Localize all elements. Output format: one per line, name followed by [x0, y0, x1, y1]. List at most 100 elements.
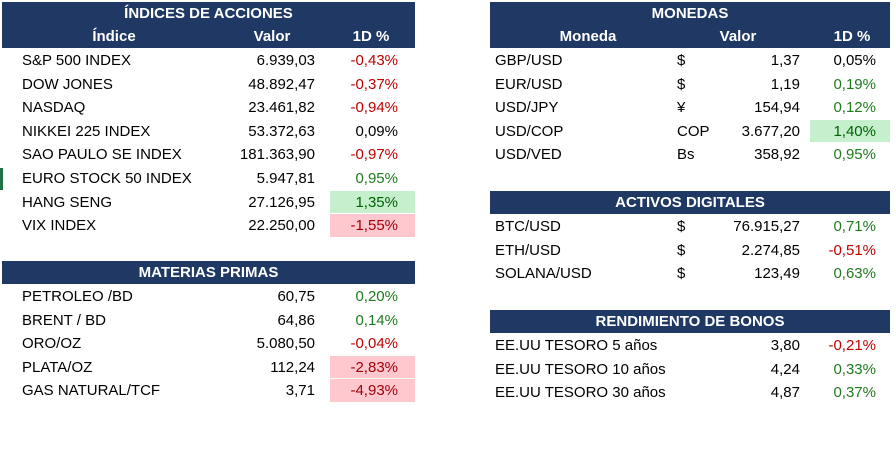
value-cell: ¥ — [677, 99, 686, 117]
name-cell: BTC/USD — [495, 218, 561, 235]
column-header: 1D % — [352, 28, 390, 45]
table-title: MATERIAS PRIMAS — [2, 261, 415, 284]
value-cell: 2.274,85 — [741, 241, 800, 259]
name-cell: USD/VED — [495, 146, 562, 164]
change-cell: 0,37% — [833, 384, 876, 402]
value-cell: $ — [677, 52, 686, 69]
value-cell: 1,37 — [770, 52, 800, 69]
change-cell: 0,95% — [355, 170, 398, 187]
table: MATERIAS PRIMAS PETROLEO /BD 60,75 0,20% BRE… — [2, 261, 415, 450]
name-cell: EE.UU TESORO 10 años — [495, 360, 666, 378]
value-cell: $ — [677, 265, 686, 283]
change-cell: -1,55% — [350, 217, 398, 235]
change-cell: -0,21% — [828, 337, 876, 354]
name-cell: NASDAQ — [22, 99, 86, 117]
value-cell: 76.915,27 — [733, 218, 800, 235]
column-header: Moneda — [559, 28, 617, 45]
name-cell: SAO PAULO SE INDEX — [22, 146, 182, 164]
change-cell: -2,83% — [350, 358, 398, 376]
change-cell: -0,94% — [350, 99, 398, 117]
value-cell: 60,75 — [277, 288, 315, 305]
value-cell: 4,87 — [770, 384, 800, 402]
name-cell: BRENT / BD — [22, 311, 106, 329]
value-cell: 64,86 — [277, 311, 315, 329]
change-cell: -0,43% — [350, 52, 398, 69]
column-header-row: Moneda Valor 1D % — [490, 25, 890, 48]
change-cell: 0,05% — [833, 52, 876, 69]
change-cell: 0,71% — [833, 218, 876, 235]
value-cell: 154,94 — [754, 99, 800, 117]
name-cell: EE.UU TESORO 30 años — [495, 384, 666, 402]
value-cell: 3.677,20 — [741, 122, 800, 140]
name-cell: USD/COP — [495, 122, 564, 140]
table: RENDIMIENTO DE BONOS EE.UU TESORO 5 años 3… — [490, 310, 890, 452]
value-cell: 27.126,95 — [248, 193, 315, 211]
name-cell: ORO/OZ — [22, 335, 82, 353]
value-cell: 1,19 — [770, 75, 800, 93]
value-cell: Bs — [677, 146, 695, 164]
name-cell: HANG SENG — [22, 193, 113, 211]
value-cell: 123,49 — [754, 265, 800, 283]
column-header: 1D % — [833, 28, 871, 45]
change-cell: -0,97% — [350, 146, 398, 164]
change-cell: 0,09% — [355, 122, 398, 140]
table: MONEDAS Moneda Valor 1D % GBP/USD $1,37 0,05% E… — [490, 2, 890, 191]
value-cell: $ — [677, 241, 686, 259]
value-cell: 112,24 — [270, 358, 315, 376]
value-cell: COP — [677, 122, 710, 140]
name-cell: GBP/USD — [495, 52, 563, 69]
value-cell: 5.947,81 — [256, 170, 315, 187]
table: ÍNDICES DE ACCIONES Índice Valor 1D % S&P 50… — [2, 2, 415, 262]
value-cell: 4,24 — [770, 360, 800, 378]
change-cell: 0,12% — [833, 99, 876, 117]
value-cell: 53.372,63 — [248, 122, 315, 140]
highlight-fill — [330, 214, 415, 237]
value-cell: 358,92 — [754, 146, 800, 164]
change-cell: 0,20% — [355, 288, 398, 305]
table-title: RENDIMIENTO DE BONOS — [490, 310, 890, 333]
name-cell: ETH/USD — [495, 241, 561, 259]
table-title: MONEDAS — [490, 2, 890, 25]
value-cell: 3,71 — [285, 382, 315, 400]
column-header: Valor — [719, 28, 757, 45]
name-cell: NIKKEI 225 INDEX — [22, 122, 151, 140]
name-cell: PETROLEO /BD — [22, 288, 133, 305]
name-cell: PLATA/OZ — [22, 358, 93, 376]
change-cell: 0,14% — [355, 311, 398, 329]
name-cell: USD/JPY — [495, 99, 559, 117]
highlight-fill — [330, 379, 415, 402]
value-cell: 3,80 — [770, 337, 800, 354]
change-cell: 0,95% — [833, 146, 876, 164]
name-cell: VIX INDEX — [22, 217, 97, 235]
change-cell: -0,04% — [350, 335, 398, 353]
column-header: Valor — [253, 28, 291, 45]
value-cell: $ — [677, 75, 686, 93]
change-cell: 1,40% — [833, 122, 876, 140]
name-cell: EURO STOCK 50 INDEX — [22, 170, 192, 187]
table: ACTIVOS DIGITALES BTC/USD $76.915,27 0,71% E… — [490, 191, 890, 333]
name-cell: DOW JONES — [22, 75, 113, 93]
highlight-fill — [330, 190, 415, 214]
column-header-row: Índice Valor 1D % — [2, 25, 415, 48]
change-cell: -4,93% — [350, 382, 398, 400]
table-title: ÍNDICES DE ACCIONES — [2, 2, 415, 25]
name-cell: GAS NATURAL/TCF — [22, 382, 161, 400]
change-cell: -0,51% — [828, 241, 876, 259]
change-cell: 0,19% — [833, 75, 876, 93]
highlight-fill — [810, 119, 890, 143]
value-cell: 22.250,00 — [248, 217, 315, 235]
column-header: Índice — [92, 28, 136, 45]
value-cell: 23.461,82 — [248, 99, 315, 117]
cell-cursor — [0, 168, 3, 190]
value-cell: 6.939,03 — [256, 52, 315, 69]
highlight-fill — [330, 355, 415, 379]
table-title: ACTIVOS DIGITALES — [490, 191, 890, 214]
name-cell: EE.UU TESORO 5 años — [495, 337, 658, 354]
name-cell: S&P 500 INDEX — [22, 52, 131, 69]
change-cell: 0,33% — [833, 360, 876, 378]
value-cell: 48.892,47 — [248, 75, 315, 93]
name-cell: SOLANA/USD — [495, 265, 592, 283]
name-cell: EUR/USD — [495, 75, 563, 93]
change-cell: -0,37% — [350, 75, 398, 93]
value-cell: 181.363,90 — [239, 146, 315, 164]
